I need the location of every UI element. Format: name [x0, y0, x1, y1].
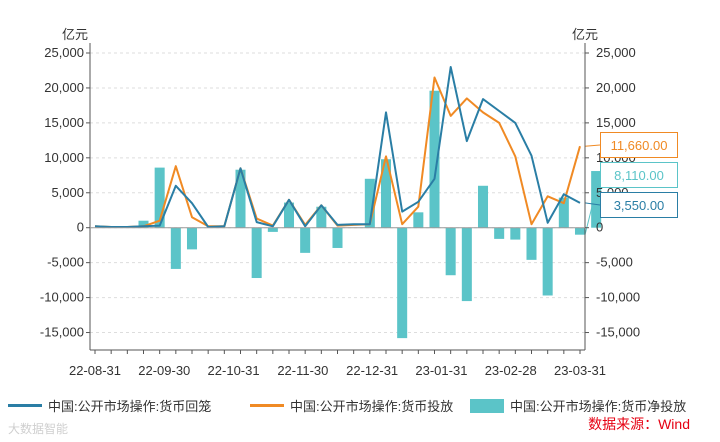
x-tick-label: 22-10-31	[208, 363, 260, 378]
x-tick-label: 22-12-31	[346, 363, 398, 378]
callout-withdraw-value: 3,550.00	[600, 192, 678, 218]
y-tick-label-left: -5,000	[47, 255, 84, 270]
legend-label-withdraw: 中国:公开市场操作:货币回笼	[48, 399, 212, 414]
net-bar	[138, 220, 149, 228]
data-source: 数据来源：Wind	[588, 416, 690, 432]
legend-swatch-inject	[250, 404, 284, 407]
x-tick-label: 22-11-30	[277, 363, 328, 378]
net-bar	[413, 212, 424, 228]
series-lines	[94, 66, 601, 235]
legend-item-inject[interactable]: 中国:公开市场操作:货币投放	[250, 396, 453, 415]
net-bar	[316, 206, 327, 228]
y-tick-label-left: -15,000	[40, 325, 84, 340]
net-bar	[283, 202, 295, 228]
legend-swatch-withdraw	[8, 404, 42, 407]
x-tick-label: 23-02-28	[485, 363, 537, 378]
y-tick-label-left: 15,000	[44, 115, 84, 130]
net-bar	[461, 227, 472, 302]
y-tick-label-right: -15,000	[596, 325, 640, 340]
y-tick-label-right: -5,000	[596, 255, 633, 270]
net-bar	[429, 90, 440, 228]
legend-label-net: 中国:公开市场操作:货币净投放	[510, 399, 687, 414]
net-bar	[397, 227, 408, 339]
y-tick-label-left: 25,000	[44, 45, 84, 60]
net-bar	[380, 159, 392, 228]
net-bar	[477, 185, 489, 228]
y-tick-label-left: 5,000	[51, 185, 84, 200]
x-tick-label: 22-08-31	[69, 363, 121, 378]
net-bar	[591, 171, 602, 228]
net-bar	[170, 227, 181, 269]
watermark-logo: 大数据智能	[8, 422, 69, 436]
callout-connector-net	[584, 174, 601, 235]
legend-swatch-net	[470, 398, 504, 413]
net-bar	[186, 227, 198, 250]
withdraw-line	[94, 66, 581, 228]
legend-item-withdraw[interactable]: 中国:公开市场操作:货币回笼	[8, 396, 211, 415]
y-tick-label-right: 15,000	[596, 115, 636, 130]
net-bar	[542, 227, 553, 296]
net-bar	[445, 227, 456, 276]
net-bar	[364, 178, 375, 228]
callout-net-value: 8,110.00	[600, 162, 678, 188]
net-bar	[510, 227, 521, 240]
axes: -15,000 -15,000 -10,000 -10,000 -5,000 -5,000…	[40, 43, 640, 378]
callout-inject-value: 11,660.00	[600, 132, 678, 158]
net-bar	[332, 227, 343, 248]
y-tick-label-right: -10,000	[596, 290, 640, 305]
net-bar	[267, 227, 278, 232]
y-axis-unit-left: 亿元	[62, 27, 89, 42]
y-tick-label-left: 20,000	[44, 80, 84, 95]
legend-label-inject: 中国:公开市场操作:货币投放	[290, 399, 454, 414]
net-bar	[154, 167, 165, 228]
net-bar	[526, 227, 537, 260]
y-tick-label-right: 25,000	[596, 45, 636, 60]
net-bar	[235, 169, 246, 228]
net-injection-bars	[138, 90, 602, 339]
callout-connector-inject	[584, 144, 601, 147]
x-tick-label: 23-03-31	[554, 363, 606, 378]
net-bar	[558, 197, 569, 228]
y-tick-label-left: -10,000	[40, 290, 84, 305]
y-tick-label-right: 0	[596, 220, 603, 235]
net-bar	[574, 227, 586, 235]
y-tick-label-right: 20,000	[596, 80, 636, 95]
callout-connector-withdraw	[584, 202, 601, 206]
y-axis-unit-right: 亿元	[572, 27, 599, 42]
net-bar	[251, 227, 262, 279]
y-tick-label-left: 10,000	[44, 150, 84, 165]
legend-item-net[interactable]: 中国:公开市场操作:货币净投放	[470, 396, 686, 415]
net-bar	[300, 227, 311, 253]
x-tick-label: 23-01-31	[415, 363, 467, 378]
y-tick-label-left: 0	[77, 220, 84, 235]
x-tick-label: 22-09-30	[138, 363, 190, 378]
net-bar	[494, 227, 505, 239]
